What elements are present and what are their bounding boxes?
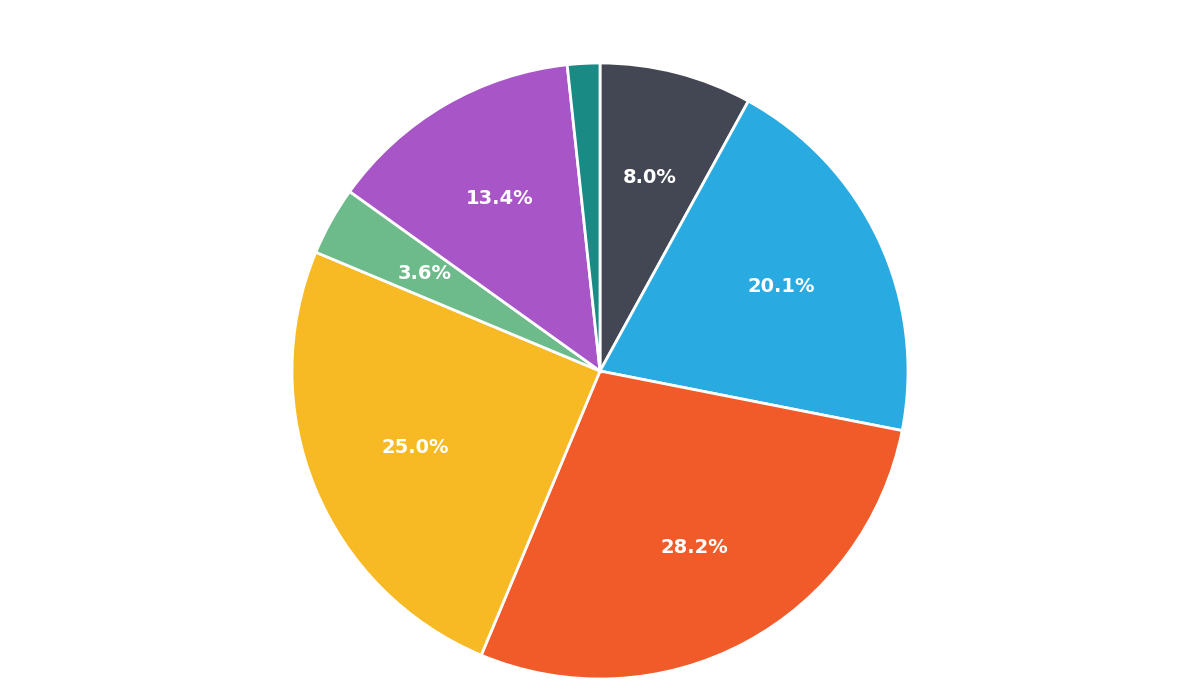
- Wedge shape: [481, 371, 902, 679]
- Wedge shape: [292, 252, 600, 655]
- Wedge shape: [600, 63, 749, 371]
- Wedge shape: [600, 101, 908, 430]
- Wedge shape: [568, 63, 600, 371]
- Wedge shape: [316, 192, 600, 371]
- Wedge shape: [349, 65, 600, 371]
- Text: 3.6%: 3.6%: [398, 264, 452, 283]
- Text: 20.1%: 20.1%: [748, 276, 815, 296]
- Text: 28.2%: 28.2%: [660, 538, 728, 557]
- Text: 8.0%: 8.0%: [623, 167, 677, 187]
- Text: 25.0%: 25.0%: [382, 438, 449, 456]
- Text: 13.4%: 13.4%: [466, 188, 533, 207]
